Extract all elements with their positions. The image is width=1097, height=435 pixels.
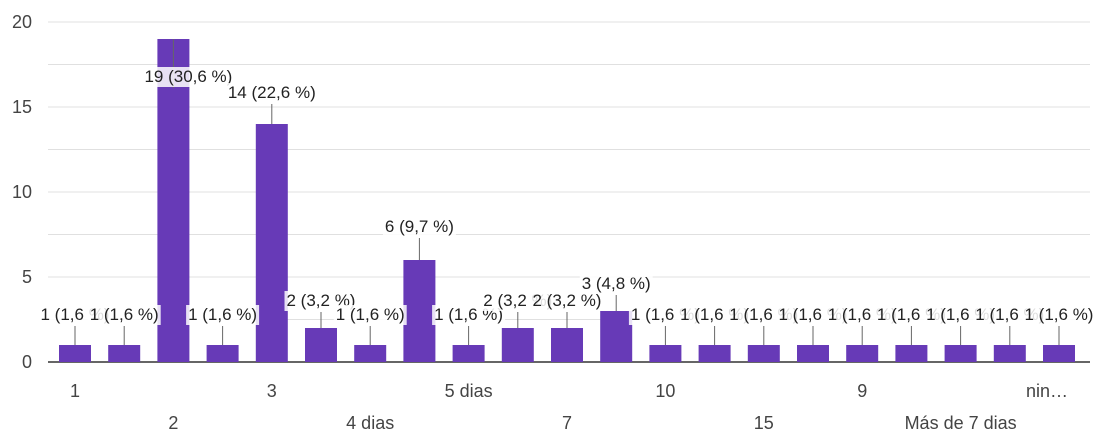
x-tick-label: 1 xyxy=(70,381,80,401)
bar xyxy=(944,345,977,362)
bar xyxy=(305,328,337,362)
bar xyxy=(747,345,780,362)
data-labels: 1 (1,6 %) 1 (1,6 %) 19 (30,6 %) 1 (1,6 %) 14… xyxy=(38,39,1096,345)
bar xyxy=(895,345,928,362)
bar xyxy=(649,345,682,362)
data-label-background xyxy=(382,217,456,237)
bar xyxy=(108,345,141,362)
x-tick-label: 2 xyxy=(168,413,178,433)
bar xyxy=(206,345,239,362)
x-tick-label: 9 xyxy=(857,381,867,401)
data-label: 6 (9,7 %) xyxy=(385,217,454,236)
y-tick-label: 0 xyxy=(22,352,32,372)
x-tick-label: 10 xyxy=(655,381,675,401)
bar xyxy=(452,345,485,362)
x-tick-label: 15 xyxy=(754,413,774,433)
bar xyxy=(59,345,91,362)
data-label: 2 (3,2 %) xyxy=(533,291,602,310)
bar xyxy=(403,260,436,362)
bar xyxy=(698,345,731,362)
y-tick-label: 20 xyxy=(12,12,32,32)
bar xyxy=(993,345,1026,362)
x-tick-label: 4 dias xyxy=(346,413,394,433)
data-label: 1 (1,6 %) xyxy=(90,305,159,324)
bar xyxy=(797,345,829,362)
bar xyxy=(157,39,190,362)
bar xyxy=(1043,345,1075,362)
data-label-background xyxy=(225,83,318,103)
y-tick-label: 10 xyxy=(12,182,32,202)
bars xyxy=(59,39,1075,362)
x-axis-ticks: 1 2 3 4 dias 5 dias 7 10 15 9 Más de 7 dias nin… xyxy=(70,381,1068,433)
data-label: 3 (4,8 %) xyxy=(582,274,651,293)
data-label-background xyxy=(579,274,653,294)
bar xyxy=(551,328,583,362)
x-tick-label: 5 dias xyxy=(445,381,493,401)
y-axis-ticks: 0 5 10 15 20 xyxy=(12,12,32,372)
x-tick-label: 3 xyxy=(267,381,277,401)
data-label-background xyxy=(530,291,604,311)
data-label: 1 (1,6 %) xyxy=(1025,305,1094,324)
y-tick-label: 15 xyxy=(12,97,32,117)
data-label: 14 (22,6 %) xyxy=(228,83,316,102)
data-label: 1 (1,6 %) xyxy=(336,305,405,324)
bar xyxy=(600,311,633,362)
data-label: 1 (1,6 %) xyxy=(188,305,257,324)
bar xyxy=(501,328,534,362)
x-tick-label: 7 xyxy=(562,413,572,433)
x-tick-label: Más de 7 dias xyxy=(905,413,1017,433)
bar xyxy=(255,124,288,362)
x-tick-label: nin… xyxy=(1026,381,1068,401)
y-tick-label: 5 xyxy=(22,267,32,287)
data-label-background xyxy=(1022,305,1096,325)
bar xyxy=(354,345,387,362)
data-label-background xyxy=(333,305,407,325)
data-label: 19 (30,6 %) xyxy=(144,67,232,86)
data-label-background xyxy=(186,305,260,325)
bar xyxy=(846,345,879,362)
data-label-background xyxy=(87,305,161,325)
data-label-background xyxy=(142,67,235,87)
